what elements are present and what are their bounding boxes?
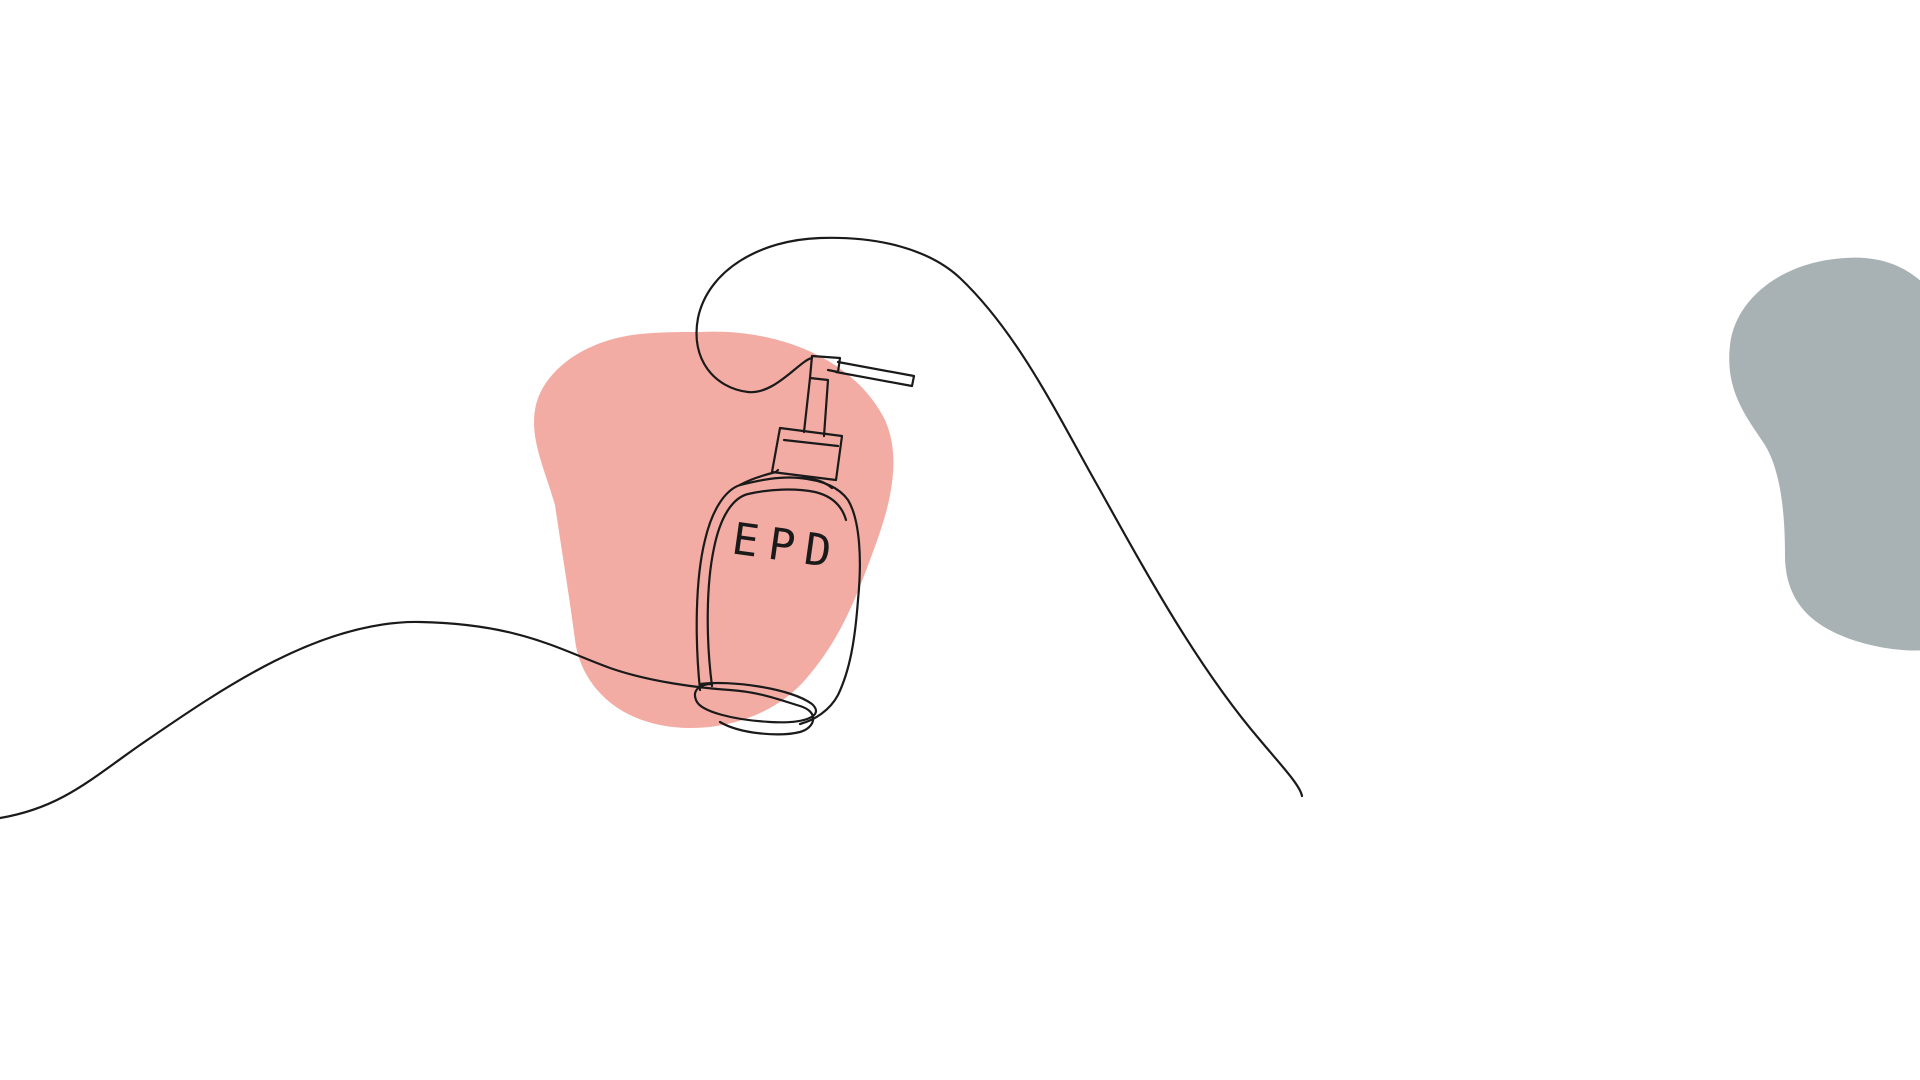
wave-line-left xyxy=(0,620,815,820)
bottle-base xyxy=(693,681,818,724)
gray-blob xyxy=(1729,257,1920,651)
pump-stem xyxy=(802,376,830,438)
bottle-cap xyxy=(770,426,844,482)
loop-line xyxy=(695,236,1304,798)
bottle-cap-ring xyxy=(782,438,840,448)
pump-collar xyxy=(808,354,842,380)
continuous-line-drawing xyxy=(0,236,1304,820)
pump-nozzle xyxy=(834,360,916,388)
bottle-body-inner xyxy=(706,488,848,688)
